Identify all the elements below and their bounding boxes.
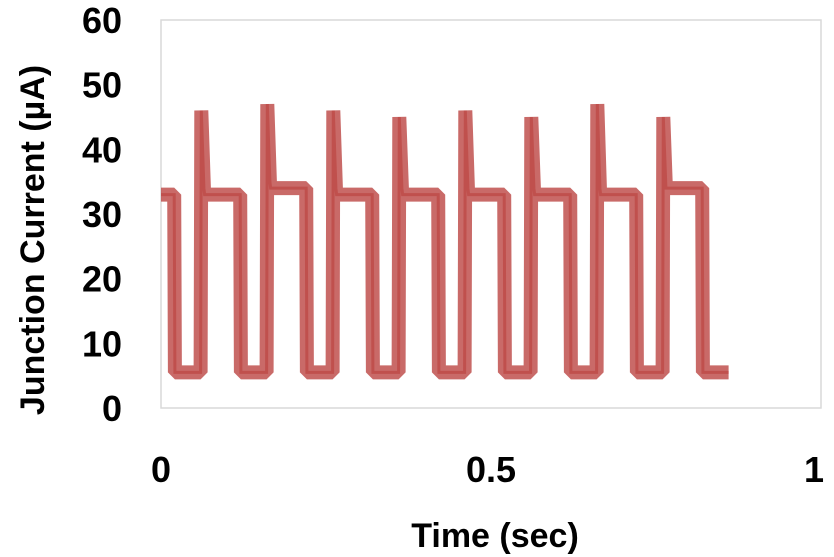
x-tick-label: 0 [151,449,171,490]
y-tick-label: 0 [102,388,122,429]
y-tick-label: 50 [82,65,122,106]
series-layer [161,103,729,380]
x-tick-labels: 0 0.5 1 [151,449,824,490]
series-line-0 [161,104,729,374]
x-tick-label: 0.5 [466,449,516,490]
y-tick-labels: 0 10 20 30 40 50 60 [82,0,122,429]
y-axis-label: Junction Current (µA) [14,65,52,415]
y-tick-label: 40 [82,129,122,170]
y-tick-label: 30 [82,194,122,235]
y-tick-label: 20 [82,259,122,300]
y-tick-label: 60 [82,0,122,41]
y-tick-label: 10 [82,323,122,364]
x-axis-label: Time (sec) [411,517,579,555]
x-tick-label: 1 [804,449,824,490]
